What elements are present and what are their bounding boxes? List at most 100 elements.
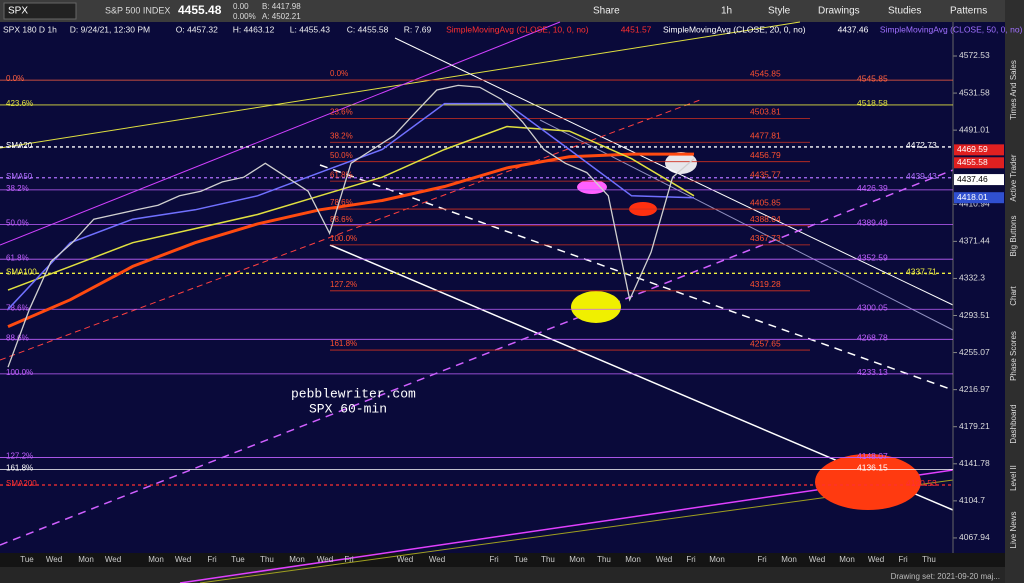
level-value: 4120.53 xyxy=(906,478,937,488)
fib-value: 4435.77 xyxy=(750,169,781,179)
x-tick-label: Fri xyxy=(757,555,767,564)
level-value: 4518.58 xyxy=(857,98,888,108)
x-tick-label: Fri xyxy=(686,555,696,564)
toolbar xyxy=(0,0,1024,22)
x-tick-label: Wed xyxy=(868,555,884,564)
level-label: 161.8% xyxy=(6,464,33,473)
net-change-pct: 0.00% xyxy=(233,12,256,21)
price-line xyxy=(7,84,695,368)
sidebar-tab[interactable]: Level II xyxy=(1009,465,1018,491)
symbol-box[interactable] xyxy=(3,2,77,20)
toolbar-button[interactable]: Patterns xyxy=(950,6,987,17)
level-label: 38.2% xyxy=(6,184,29,193)
y-tick-label: 4067.94 xyxy=(959,532,990,542)
fib-value: 4503.81 xyxy=(750,107,781,117)
price-badge xyxy=(954,174,1004,186)
fib-label: 78.6% xyxy=(330,198,353,207)
fib-label: 88.6% xyxy=(330,215,353,224)
level-value: 4352.59 xyxy=(857,252,888,262)
fib-label: 0.0% xyxy=(330,69,348,78)
level-value: 4337.71 xyxy=(906,267,937,277)
level-value: 4426.39 xyxy=(857,183,888,193)
toolbar-button[interactable]: Studies xyxy=(888,6,921,17)
x-tick-label: Mon xyxy=(78,555,94,564)
x-tick-label: Mon xyxy=(148,555,164,564)
x-tick-label: Wed xyxy=(175,555,191,564)
fib-value: 4319.28 xyxy=(750,279,781,289)
x-tick-label: Wed xyxy=(429,555,445,564)
y-tick-label: 4216.97 xyxy=(959,384,990,394)
sidebar-tab[interactable]: Phase Scores xyxy=(1009,331,1018,381)
legend-item: R: 7.69 xyxy=(404,24,432,34)
symbol-input[interactable]: SPX xyxy=(8,6,28,17)
y-tick-label: 4104.7 xyxy=(959,495,985,505)
moving-average xyxy=(7,125,695,291)
toolbar-button[interactable]: 1h xyxy=(721,6,732,17)
y-tick-label: 4531.58 xyxy=(959,87,990,97)
x-tick-label: Mon xyxy=(625,555,641,564)
toolbar-button[interactable]: Share xyxy=(593,6,620,17)
sidebar-tab[interactable]: Live News xyxy=(1009,512,1018,549)
sidebar-tab[interactable]: Chart xyxy=(1009,285,1018,305)
y-tick-label: 4293.51 xyxy=(959,310,990,320)
x-tick-label: Mon xyxy=(289,555,305,564)
net-change: 0.00 xyxy=(233,2,249,11)
y-tick-label: 4371.44 xyxy=(959,236,990,246)
fib-label: 61.8% xyxy=(330,170,353,179)
x-tick-label: Mon xyxy=(781,555,797,564)
fib-value: 4257.65 xyxy=(750,338,781,348)
legend-item: L: 4455.43 xyxy=(290,24,330,34)
x-tick-label: Tue xyxy=(231,555,245,564)
level-label: 100.0% xyxy=(6,368,33,377)
badge-label: 4437.46 xyxy=(957,174,988,184)
legend-item: C: 4455.58 xyxy=(347,24,389,34)
annotation: SPX 60-min xyxy=(309,401,387,416)
y-tick-label: 4410.94 xyxy=(959,199,990,209)
level-label: 61.8% xyxy=(6,253,29,262)
sidebar-tab[interactable]: Times And Sales xyxy=(1009,60,1018,120)
y-tick-label: 4255.07 xyxy=(959,347,990,357)
level-label: 0.0% xyxy=(6,74,24,83)
x-tick-label: Tue xyxy=(514,555,528,564)
level-value: 4545.85 xyxy=(857,73,888,83)
fib-label: 100.0% xyxy=(330,234,357,243)
level-label: SMA200 xyxy=(6,479,37,488)
badge-label: 4469.59 xyxy=(957,144,988,154)
fib-value: 4545.85 xyxy=(750,68,781,78)
status-text: Drawing set: 2021-09-20 maj... xyxy=(891,572,1000,581)
level-label: SMA20 xyxy=(6,141,33,150)
highlights xyxy=(571,152,921,510)
level-label: 78.6% xyxy=(6,303,29,312)
symbol-name: S&P 500 INDEX xyxy=(105,5,170,15)
bid: B: 4417.98 xyxy=(262,2,301,11)
badge-label: 4455.58 xyxy=(957,157,988,167)
fib-value: 4477.81 xyxy=(750,131,781,141)
level-value: 4300.05 xyxy=(857,302,888,312)
sidebar-tab[interactable]: Dashboard xyxy=(1009,404,1018,443)
study-name: SimpleMovingAvg (CLOSE, 20, 0, no) xyxy=(663,24,806,34)
y-tick-label: 4572.53 xyxy=(959,50,990,60)
moving-average xyxy=(7,102,695,310)
x-tick-label: Mon xyxy=(839,555,855,564)
sidebar-tab[interactable]: Active Trader xyxy=(1009,154,1018,201)
legend-item: O: 4457.32 xyxy=(176,24,218,34)
sidebar-tab[interactable]: Big Buttons xyxy=(1009,216,1018,257)
level-value: 4136.15 xyxy=(857,463,888,473)
x-tick-label: Wed xyxy=(397,555,413,564)
level-value: 4268.78 xyxy=(857,333,888,343)
study-name: SimpleMovingAvg (CLOSE, 50, 0, no) xyxy=(880,24,1023,34)
level-value: 4439.43 xyxy=(906,171,937,181)
fib-value: 4456.79 xyxy=(750,150,781,160)
annotation: pebblewriter.com xyxy=(291,386,416,401)
fib-value: 4405.85 xyxy=(750,197,781,207)
last-price: 4455.48 xyxy=(178,3,222,17)
x-tick-label: Thu xyxy=(922,555,936,564)
level-label: 50.0% xyxy=(6,218,29,227)
y-tick-label: 4332.3 xyxy=(959,273,985,283)
x-tick-label: Fri xyxy=(344,555,354,564)
toolbar-button[interactable]: Drawings xyxy=(818,6,860,17)
toolbar-button[interactable]: Style xyxy=(768,6,791,17)
fib-label: 161.8% xyxy=(330,339,357,348)
